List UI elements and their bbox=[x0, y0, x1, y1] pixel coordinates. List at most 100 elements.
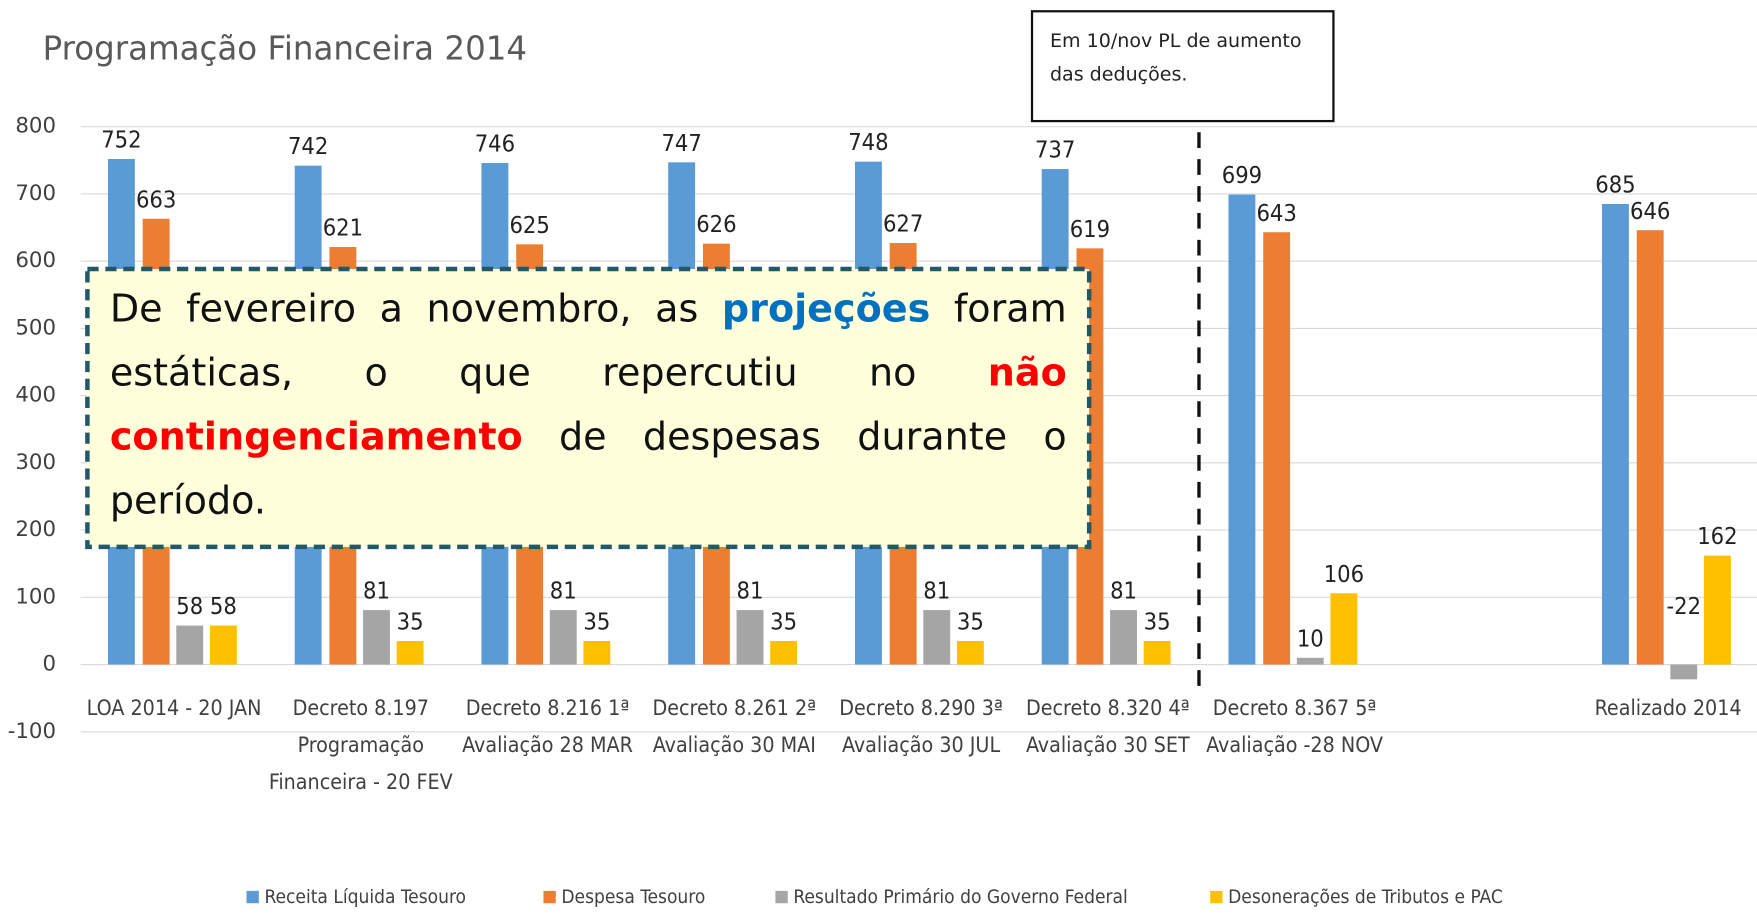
y-tick-label: 0 bbox=[42, 652, 56, 677]
bar bbox=[1703, 555, 1731, 665]
data-label: 81 bbox=[737, 577, 764, 605]
data-label: 58 bbox=[176, 592, 203, 620]
data-label: 35 bbox=[770, 608, 797, 636]
x-tick-label-box: Decreto 8.290 3ª Avaliação 30 JUL bbox=[839, 695, 1003, 758]
callout-text: De fevereiro a novembro, as projeções fo… bbox=[90, 271, 1087, 544]
callout-segment: projeções bbox=[721, 286, 931, 332]
callout-segment: não contingenciamento bbox=[109, 350, 1067, 460]
bar bbox=[736, 610, 764, 665]
bar bbox=[396, 641, 424, 665]
data-label: 747 bbox=[661, 129, 701, 157]
y-tick-label: 200 bbox=[15, 517, 56, 542]
data-label: 58 bbox=[210, 592, 237, 620]
data-label: 162 bbox=[1697, 522, 1737, 550]
legend-label: Despesa Tesouro bbox=[561, 886, 705, 908]
bar bbox=[363, 610, 390, 665]
data-label: 35 bbox=[1144, 608, 1171, 636]
x-tick-label-box: Decreto 8.216 1ª Avaliação 28 MAR bbox=[462, 695, 633, 758]
bar bbox=[1110, 610, 1137, 665]
callout-segment: foram estáticas, o que repercutiu no bbox=[109, 286, 1067, 396]
bar bbox=[1228, 194, 1256, 665]
x-tick-label: Decreto 8.261 2ª Avaliação 30 MAI bbox=[652, 695, 817, 758]
bar bbox=[1636, 230, 1664, 665]
bar bbox=[1670, 664, 1698, 680]
data-label: 35 bbox=[957, 608, 984, 636]
y-tick-label: 800 bbox=[15, 114, 56, 139]
data-label: 81 bbox=[923, 577, 950, 605]
data-label: 106 bbox=[1324, 560, 1364, 588]
x-tick-label-box: Decreto 8.197 Programação Financeira - 2… bbox=[268, 695, 453, 795]
data-label: 685 bbox=[1595, 171, 1635, 199]
x-tick-label: Decreto 8.290 3ª Avaliação 30 JUL bbox=[839, 695, 1003, 758]
x-tick-label: Decreto 8.367 5ª Avaliação -28 NOV bbox=[1206, 695, 1384, 758]
x-tick-label: LOA 2014 - 20 JAN bbox=[86, 695, 262, 721]
y-tick-label: 700 bbox=[15, 181, 56, 206]
legend-swatch bbox=[543, 890, 556, 904]
x-tick-label: Decreto 8.216 1ª Avaliação 28 MAR bbox=[462, 695, 633, 758]
bar bbox=[1296, 657, 1324, 665]
y-tick-label: -100 bbox=[8, 719, 56, 744]
x-tick-label-box: Decreto 8.367 5ª Avaliação -28 NOV bbox=[1206, 695, 1384, 758]
callout-segment: De fevereiro a novembro, as bbox=[109, 286, 722, 332]
data-label: 643 bbox=[1256, 199, 1296, 227]
bar bbox=[549, 610, 577, 665]
x-tick-label-box: LOA 2014 - 20 JAN bbox=[86, 695, 262, 721]
data-label: 746 bbox=[475, 130, 515, 158]
x-tick-label-box: Decreto 8.261 2ª Avaliação 30 MAI bbox=[652, 695, 817, 758]
x-tick-label-box: Realizado 2014 bbox=[1594, 695, 1742, 721]
data-label: 627 bbox=[883, 210, 923, 238]
data-label: 663 bbox=[136, 185, 176, 213]
data-label: 626 bbox=[696, 210, 736, 238]
y-tick-label: 400 bbox=[15, 383, 56, 408]
data-label: 35 bbox=[583, 608, 610, 636]
data-label: -22 bbox=[1667, 592, 1702, 620]
data-label: 646 bbox=[1630, 197, 1670, 225]
bar bbox=[923, 610, 951, 665]
data-label: 699 bbox=[1222, 161, 1262, 189]
legend-swatch bbox=[1210, 890, 1223, 904]
data-label: 621 bbox=[323, 214, 363, 242]
data-label: 742 bbox=[288, 132, 328, 160]
data-label: 619 bbox=[1070, 215, 1110, 243]
data-label: 81 bbox=[550, 577, 577, 605]
data-label: 81 bbox=[1110, 577, 1137, 605]
note-box bbox=[1030, 10, 1335, 123]
data-label: 10 bbox=[1297, 624, 1324, 652]
bar bbox=[176, 625, 204, 665]
legend-label: Receita Líquida Tesouro bbox=[264, 886, 466, 908]
y-tick-label: 100 bbox=[15, 584, 56, 609]
note-text: Em 10/nov PL de aumento das deduções. bbox=[1049, 30, 1302, 87]
bar bbox=[1263, 232, 1291, 665]
chart-title: Programação Financeira 2014 bbox=[43, 29, 528, 67]
legend-label: Desonerações de Tributos e PAC bbox=[1228, 886, 1503, 908]
data-label: 737 bbox=[1035, 136, 1075, 164]
bar bbox=[1143, 641, 1171, 665]
bar bbox=[956, 641, 984, 665]
data-label: 81 bbox=[363, 577, 390, 605]
data-label: 748 bbox=[848, 128, 888, 156]
legend-swatch bbox=[775, 890, 788, 904]
note-container: Em 10/nov PL de aumento das deduções. bbox=[1049, 30, 1302, 87]
bar bbox=[1601, 204, 1629, 665]
bar bbox=[770, 641, 798, 665]
legend-label: Resultado Primário do Governo Federal bbox=[793, 886, 1127, 908]
data-label: 35 bbox=[397, 608, 424, 636]
bar bbox=[1330, 593, 1358, 665]
bar bbox=[209, 625, 237, 665]
data-label: 752 bbox=[101, 126, 141, 154]
x-tick-label: Decreto 8.320 4ª Avaliação 30 SET bbox=[1025, 695, 1190, 758]
y-tick-label: 300 bbox=[15, 450, 56, 475]
y-tick-label: 500 bbox=[15, 315, 56, 340]
callout-box bbox=[85, 266, 1092, 550]
data-label: 625 bbox=[509, 211, 549, 239]
callout-segment: de despesas durante o período. bbox=[109, 414, 1067, 524]
x-tick-label: Decreto 8.197 Programação Financeira - 2… bbox=[268, 695, 453, 795]
legend-swatch bbox=[246, 890, 259, 904]
x-tick-label: Realizado 2014 bbox=[1594, 695, 1742, 721]
y-tick-label: 600 bbox=[15, 248, 56, 273]
callout-container: De fevereiro a novembro, as projeções fo… bbox=[90, 271, 1087, 544]
x-tick-label-box: Decreto 8.320 4ª Avaliação 30 SET bbox=[1025, 695, 1190, 758]
bar bbox=[583, 641, 611, 665]
